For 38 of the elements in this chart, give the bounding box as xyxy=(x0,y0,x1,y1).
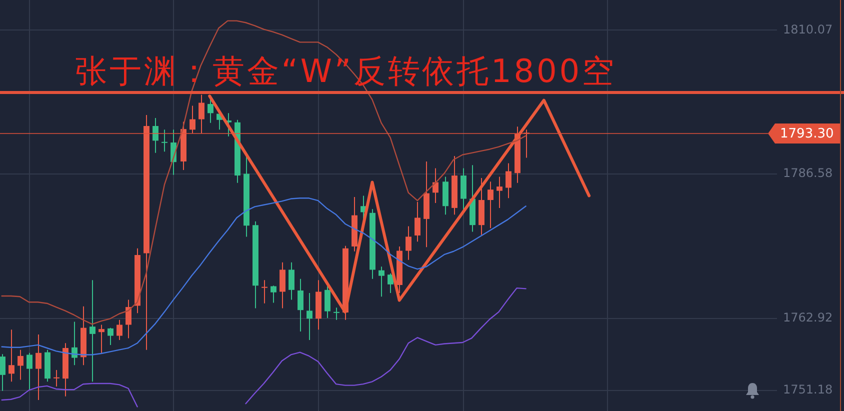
candlestick xyxy=(198,94,204,134)
candlestick xyxy=(0,354,6,392)
candlestick xyxy=(126,299,132,339)
candlestick xyxy=(506,162,512,199)
candlestick xyxy=(406,226,412,260)
candlestick xyxy=(152,118,158,154)
candlestick xyxy=(262,280,268,304)
candlestick xyxy=(496,176,502,208)
candlestick xyxy=(334,307,340,320)
candlestick xyxy=(116,319,122,341)
candlestick xyxy=(190,105,196,134)
candlestick xyxy=(378,266,384,298)
y-tick-label: 1751.18 xyxy=(783,382,833,396)
candlestick xyxy=(306,292,312,341)
candlestick xyxy=(270,285,276,304)
candlestick xyxy=(288,262,294,300)
candlestick xyxy=(108,327,114,346)
y-tick-label: 1786.58 xyxy=(783,166,833,180)
candlestick xyxy=(208,97,214,124)
candlestick xyxy=(162,129,168,152)
y-tick-label: 1810.07 xyxy=(783,22,833,36)
candlestick xyxy=(388,272,394,294)
candlestick xyxy=(26,352,32,390)
text: 张于渊：黄金“W”反转依托1800空 xyxy=(75,52,616,90)
candlestick xyxy=(298,278,304,332)
y-tick-label: 1762.92 xyxy=(783,310,833,325)
candlestick xyxy=(8,329,14,382)
candlestick xyxy=(414,201,420,242)
candlestick xyxy=(488,181,494,229)
candlestick xyxy=(18,349,24,380)
candlestick xyxy=(280,262,286,309)
candlestick xyxy=(90,280,96,382)
ref-line-label: 1793.30 xyxy=(780,126,834,142)
candlestick xyxy=(54,370,60,388)
candlestick xyxy=(324,286,330,319)
candlestick xyxy=(460,168,466,212)
candlestick xyxy=(36,334,42,400)
candlestick xyxy=(98,324,104,354)
